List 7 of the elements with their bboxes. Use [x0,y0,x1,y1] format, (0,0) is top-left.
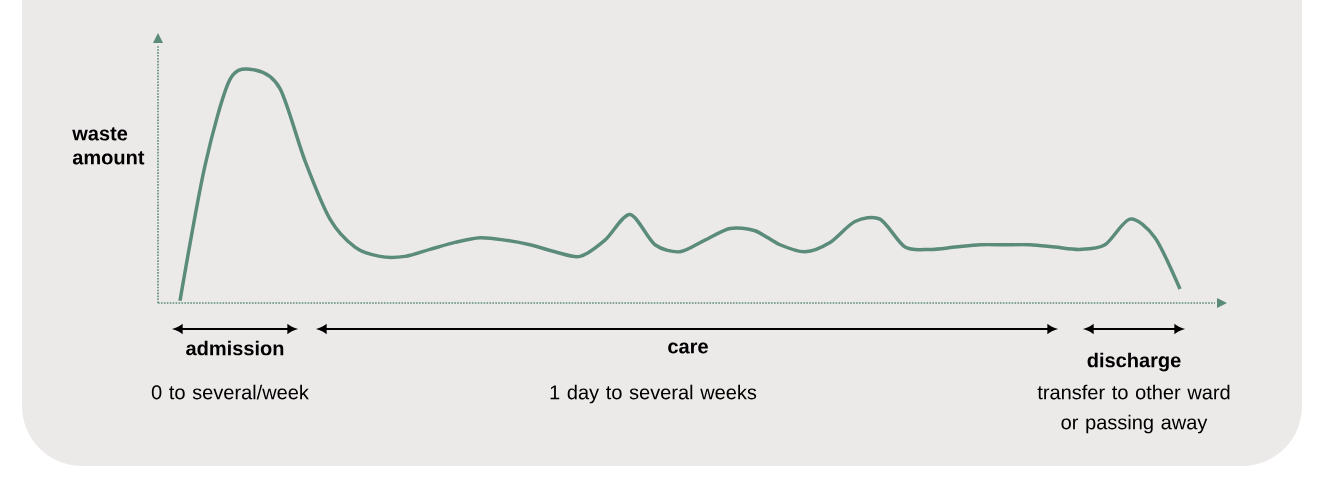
text: admission [186,340,284,356]
text: care [668,342,708,354]
text: transfer to other ward or passing away [1037,384,1230,434]
text: 0 to several/week [151,384,309,400]
y-axis-title: waste amount [72,127,145,165]
text: discharge [1087,352,1181,372]
text: 1 day to several weeks [550,384,757,404]
